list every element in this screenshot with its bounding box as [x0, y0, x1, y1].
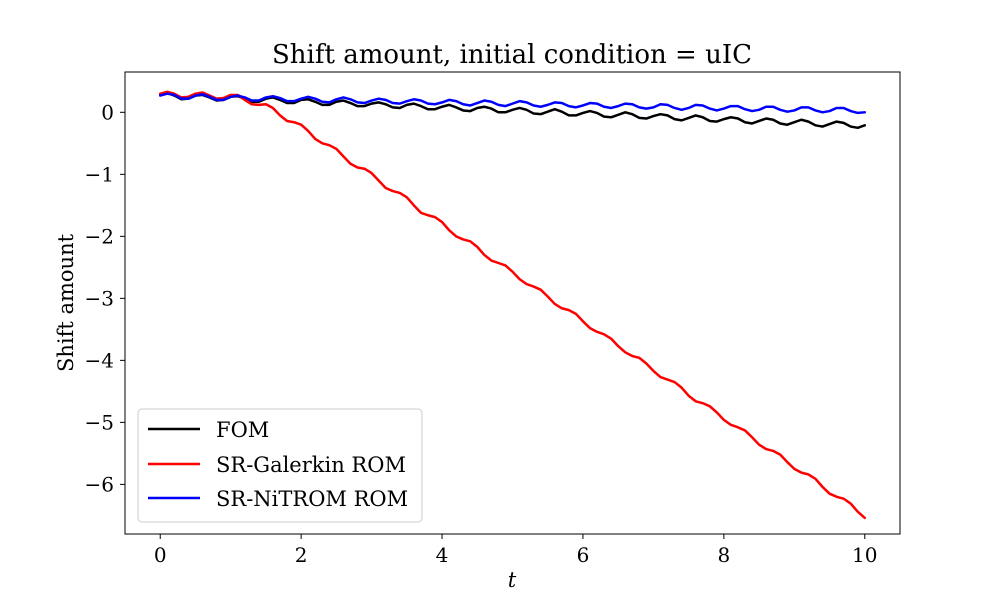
- legend-label-sr-galerkin: SR-Galerkin ROM: [216, 453, 406, 477]
- x-axis-label: t: [508, 568, 517, 592]
- plot-area: 0 2 4 6 8 10 0 −1 −2 −3 −4 −5 −6: [85, 71, 901, 567]
- y-tick-label: −4: [85, 348, 114, 372]
- y-tick-label: −3: [85, 286, 114, 310]
- plot-frame: [124, 71, 901, 535]
- x-tick-label: 0: [154, 543, 167, 567]
- y-tick-label: −5: [85, 410, 114, 434]
- x-tick-label: 4: [436, 543, 449, 567]
- y-tick-label: −1: [85, 162, 114, 186]
- legend-label-fom: FOM: [216, 418, 269, 442]
- x-tick-label: 10: [852, 543, 877, 567]
- x-tick-label: 2: [295, 543, 308, 567]
- y-tick-label: −6: [85, 472, 114, 496]
- chart-title: Shift amount, initial condition = uIC: [272, 40, 752, 70]
- x-tick-label: 8: [717, 543, 730, 567]
- series-line-fom: [158, 91, 867, 130]
- y-axis-label: Shift amount: [54, 233, 78, 372]
- y-tick-label: −2: [85, 224, 114, 248]
- series-line-sr-galerkin-rom: [158, 90, 867, 520]
- y-axis-ticks: 0 −1 −2 −3 −4 −5 −6: [85, 100, 125, 496]
- series-lines: [158, 90, 867, 520]
- legend-frame: [137, 408, 423, 523]
- series-line-sr-nitrom-rom: [158, 92, 867, 115]
- x-tick-label: 6: [577, 543, 590, 567]
- legend-label-sr-nitrom: SR-NiTROM ROM: [216, 487, 408, 511]
- x-axis-ticks: 0 2 4 6 8 10: [154, 534, 877, 567]
- legend: FOM SR-Galerkin ROM SR-NiTROM ROM: [137, 408, 423, 523]
- y-tick-label: 0: [101, 100, 114, 124]
